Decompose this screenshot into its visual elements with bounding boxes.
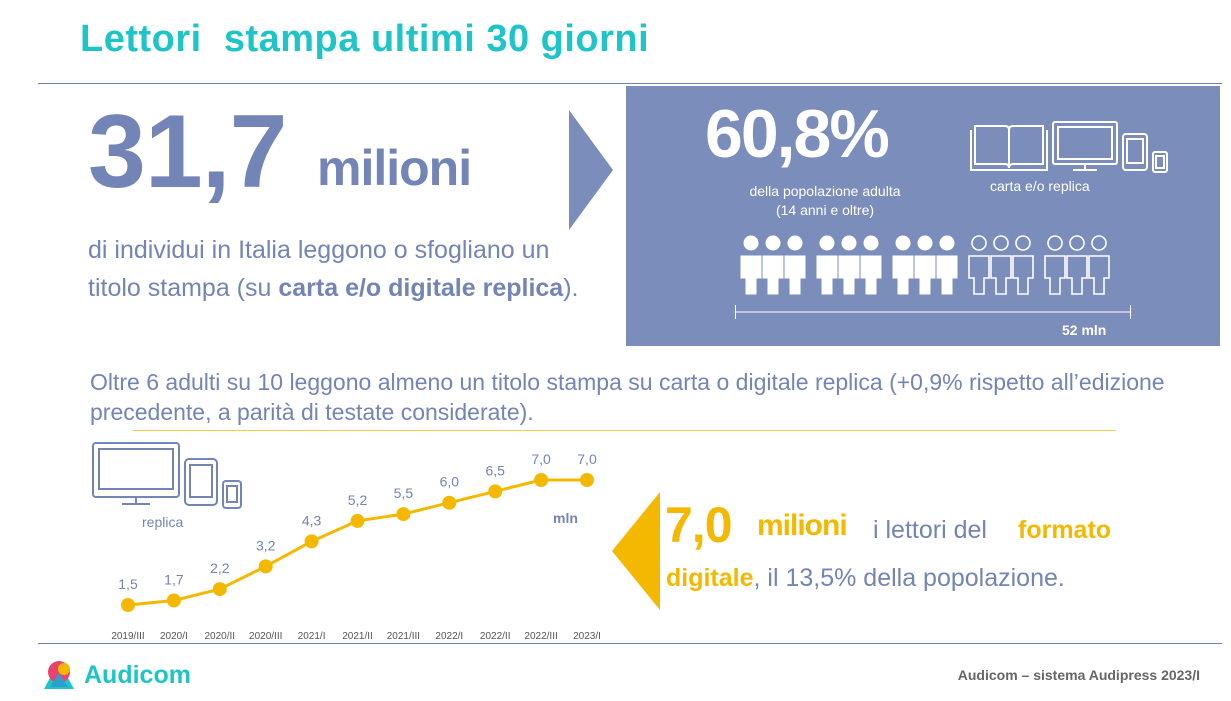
people-icons <box>735 235 1131 319</box>
footer-source: Audicom – sistema Audipress 2023/I <box>957 667 1200 683</box>
data-label: 5,5 <box>394 485 414 501</box>
audicom-logo-icon <box>44 661 74 689</box>
person-icon <box>762 235 784 295</box>
person-icon <box>990 235 1012 295</box>
population-panel <box>626 86 1220 346</box>
x-tick-label: 2021/II <box>342 631 373 642</box>
data-label: 5,2 <box>348 492 368 508</box>
data-label: 7,0 <box>577 451 597 467</box>
person-icon <box>740 235 762 295</box>
data-point <box>212 582 227 597</box>
person-icon <box>838 235 860 295</box>
device-label: replica <box>142 514 184 530</box>
x-tick-label: 2021/I <box>298 631 326 642</box>
footer-brand: Audicom <box>84 661 191 689</box>
data-label: 1,7 <box>164 571 184 587</box>
readers-total-number: 31,7 <box>88 94 287 210</box>
digital-devices-icons <box>92 442 242 509</box>
data-point <box>442 495 457 510</box>
person-icon <box>1088 235 1110 295</box>
x-tick-label: 2020/III <box>249 631 282 642</box>
book-icon <box>970 125 1048 171</box>
x-tick-label: 2020/I <box>160 631 188 642</box>
data-point <box>580 473 594 487</box>
digital-readers-unit: milioni <box>757 509 848 542</box>
tablet-icon <box>1122 133 1148 171</box>
section-divider <box>133 430 1116 431</box>
media-icons <box>970 121 1168 173</box>
readers-total-unit: milioni <box>317 140 472 196</box>
data-label: 3,2 <box>256 537 276 553</box>
digital-readers-line2: digitale, il 13,5% della popolazione. <box>666 566 1065 591</box>
data-label: 1,5 <box>118 576 138 592</box>
person-icon <box>860 235 882 295</box>
data-point <box>121 598 135 612</box>
monitor-icon <box>1052 121 1118 171</box>
chevron-right-icon <box>569 110 613 230</box>
data-label: 6,0 <box>440 474 460 490</box>
digital-readers-strong: formato <box>1018 516 1112 544</box>
data-point <box>396 507 411 522</box>
person-icon <box>936 235 958 295</box>
person-icon <box>1066 235 1088 295</box>
tablet-icon <box>184 458 218 506</box>
data-label: 7,0 <box>531 451 551 467</box>
population-percent: 60,8% <box>705 96 890 172</box>
x-tick-label: 2023/I <box>573 631 601 642</box>
description-bold: carta e/o digitale replica <box>278 274 564 302</box>
phone-icon <box>1152 151 1168 173</box>
x-tick-label: 2022/I <box>435 631 463 642</box>
data-point <box>304 534 319 549</box>
population-age-label: (14 anni e oltre) <box>775 202 875 218</box>
title-divider <box>38 83 1222 84</box>
chart-unit-label: mln <box>553 510 578 526</box>
population-label: della popolazione adulta <box>749 183 901 199</box>
description-end: ). <box>563 274 579 302</box>
x-tick-label: 2021/III <box>387 631 420 642</box>
media-label: carta e/o replica <box>990 178 1090 194</box>
page-title: Lettori stampa ultimi 30 giorni <box>80 18 650 60</box>
digital-readers-text: i lettori del <box>873 516 987 544</box>
x-tick-label: 2020/II <box>205 631 236 642</box>
data-point <box>258 559 273 574</box>
digital-readers-share: , il 13,5% della popolazione. <box>753 564 1065 592</box>
data-point <box>166 593 181 608</box>
data-point <box>350 513 365 528</box>
digital-readers-number: 7,0 <box>665 497 733 553</box>
summary-text: Oltre 6 adulti su 10 leggono almeno un t… <box>90 369 1165 425</box>
description-text: di individui in Italia leggono o sfoglia… <box>88 236 550 302</box>
person-icon <box>914 235 936 295</box>
x-tick-label: 2022/II <box>480 631 511 642</box>
digital-readers-strong2: digitale <box>666 564 754 592</box>
person-icon <box>1012 235 1034 295</box>
data-label: 2,2 <box>210 560 230 576</box>
person-icon <box>968 235 990 295</box>
monitor-icon <box>92 442 180 505</box>
chevron-left-icon <box>612 492 660 610</box>
readers-description: di individui in Italia leggono o sfoglia… <box>88 231 588 307</box>
person-icon <box>1044 235 1066 295</box>
phone-icon <box>222 480 242 509</box>
data-label: 4,3 <box>302 512 322 528</box>
digital-readers-chart: 1,5 2019/III 1,7 2020/I 2,2 2020/II 3,2 2020/II… <box>111 451 601 642</box>
person-icon <box>784 235 806 295</box>
data-point <box>534 473 549 487</box>
person-icon <box>892 235 914 295</box>
data-label: 6,5 <box>485 462 505 478</box>
person-icon <box>816 235 838 295</box>
x-tick-label: 2019/III <box>111 631 144 642</box>
population-total-label: 52 mln <box>1062 322 1107 338</box>
data-point <box>488 484 503 499</box>
footer-divider <box>38 643 1222 644</box>
x-tick-label: 2022/III <box>524 631 557 642</box>
